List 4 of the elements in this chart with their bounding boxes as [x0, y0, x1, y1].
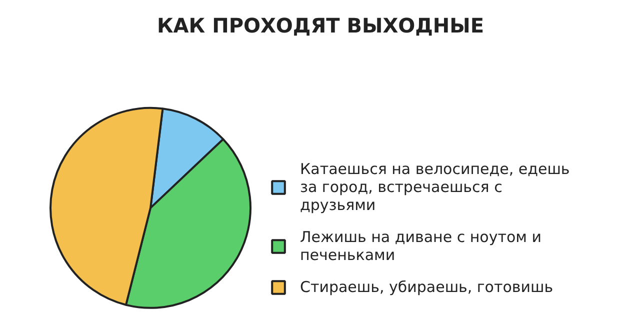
legend-label: Катаешься на велосипеде, едешь за город, встречаешься с друзьями	[300, 160, 570, 214]
chart-title: КАК ПРОХОДЯТ ВЫХОДНЫЕ	[156, 14, 484, 38]
legend-label: Стираешь, убираешь, готовишь	[300, 278, 554, 296]
legend-label: Лежишь на диване с ноутом и печеньками	[300, 228, 542, 264]
